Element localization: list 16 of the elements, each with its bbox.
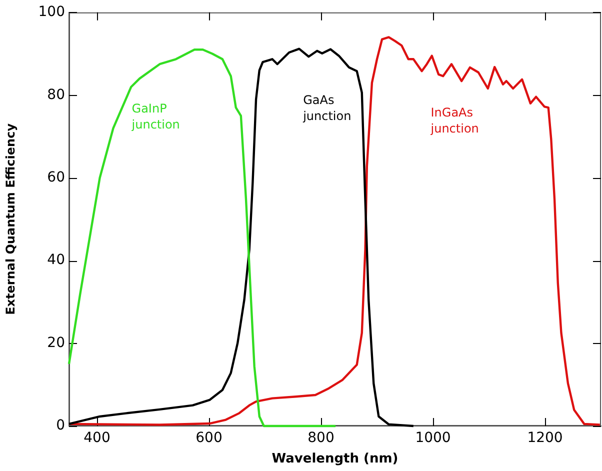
- y-axis-title: External Quantum Efficiency: [3, 123, 18, 315]
- x-tick-label: 1200: [527, 430, 563, 446]
- x-tick-label: 800: [308, 430, 334, 446]
- x-axis-title: Wavelength (nm): [272, 452, 398, 467]
- x-tick-label: 400: [84, 430, 110, 446]
- y-tick-label: 40: [47, 252, 65, 268]
- y-tick-label: 0: [56, 418, 65, 434]
- y-tick-label: 60: [47, 169, 65, 186]
- series-label: GaAs junction: [302, 93, 352, 124]
- y-tick-label: 100: [38, 4, 65, 20]
- x-tick-label: 1000: [415, 430, 451, 446]
- series-label: InGaAs junction: [430, 106, 479, 136]
- y-tick-label: 20: [47, 334, 65, 351]
- series-label: GaInP junction: [130, 102, 180, 132]
- y-tick-label: 80: [47, 86, 65, 103]
- x-tick-label: 600: [196, 430, 222, 446]
